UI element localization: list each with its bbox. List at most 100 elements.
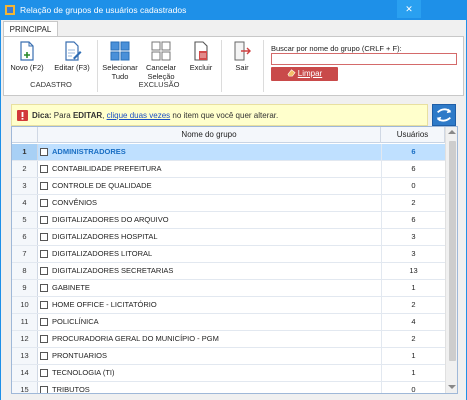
scroll-thumb[interactable]: [449, 141, 456, 361]
user-count: 0: [381, 178, 445, 194]
row-checkbox[interactable]: [40, 148, 48, 156]
delete-button-label: Excluir: [189, 63, 213, 72]
ribbon-separator: [263, 40, 264, 92]
user-count: 6: [381, 161, 445, 177]
table-header: Nome do grupo Usuários: [12, 127, 457, 143]
app-icon: [5, 5, 15, 15]
tab-principal[interactable]: PRINCIPAL: [3, 21, 58, 37]
tip-link[interactable]: clique duas vezes: [106, 111, 171, 120]
swap-arrows-icon: [436, 108, 452, 122]
table-row[interactable]: 4 CONVÊNIOS 2: [12, 195, 445, 212]
group-name: DIGITALIZADORES HOSPITAL: [52, 232, 158, 241]
cancel-selection-button[interactable]: Cancelar Seleção: [142, 41, 180, 81]
table-row[interactable]: 3 CONTROLE DE QUALIDADE 0: [12, 178, 445, 195]
tip-prefix: Dica:: [32, 111, 52, 120]
select-all-button[interactable]: Selecionar Tudo: [102, 41, 138, 81]
delete-button[interactable]: Excluir: [186, 41, 216, 72]
title-bar: Relação de grupos de usuários cadastrado…: [0, 0, 467, 20]
exit-button-label: Sair: [235, 63, 249, 72]
group-name: TECNOLOGIA (TI): [52, 368, 115, 377]
scroll-down-arrow[interactable]: [448, 385, 456, 389]
scroll-up-arrow[interactable]: [448, 130, 456, 134]
group-name: PRONTUARIOS: [52, 351, 108, 360]
edit-button[interactable]: Editar (F3): [52, 41, 92, 72]
ribbon-separator: [221, 40, 222, 92]
table-row[interactable]: 2 CONTABILIDADE PREFEITURA 6: [12, 161, 445, 178]
table-row[interactable]: 13 PRONTUARIOS 1: [12, 348, 445, 365]
row-checkbox[interactable]: [40, 199, 48, 207]
row-checkbox[interactable]: [40, 386, 48, 393]
user-count: 2: [381, 297, 445, 313]
group-label-cadastro: CADASTRO: [30, 80, 72, 89]
window-title: Relação de grupos de usuários cadastrado…: [20, 5, 187, 15]
exit-button[interactable]: Sair: [228, 41, 256, 72]
group-name: CONTROLE DE QUALIDADE: [52, 181, 152, 190]
column-header-name[interactable]: Nome do grupo: [38, 127, 381, 143]
row-number: 4: [12, 195, 38, 211]
clear-search-button[interactable]: Limpar: [271, 67, 338, 81]
row-checkbox[interactable]: [40, 250, 48, 258]
row-checkbox[interactable]: [40, 182, 48, 190]
delete-document-icon: [194, 41, 208, 61]
row-checkbox[interactable]: [40, 216, 48, 224]
new-button[interactable]: Novo (F2): [9, 41, 45, 72]
row-number: 14: [12, 365, 38, 381]
refresh-button[interactable]: [432, 104, 456, 126]
ribbon-separator: [97, 40, 98, 92]
tip-text-1: Para: [53, 111, 71, 120]
tip-bold-word: EDITAR: [72, 111, 103, 120]
row-checkbox[interactable]: [40, 165, 48, 173]
table-row[interactable]: 15 TRIBUTOS 0: [12, 382, 445, 394]
user-count: 2: [381, 331, 445, 347]
user-count: 3: [381, 229, 445, 245]
user-count: 0: [381, 382, 445, 393]
table-row[interactable]: 5 DIGITALIZADORES DO ARQUIVO 6: [12, 212, 445, 229]
user-count: 2: [381, 195, 445, 211]
group-name: TRIBUTOS: [52, 385, 90, 394]
table-row[interactable]: 10 HOME OFFICE - LICITATÓRIO 2: [12, 297, 445, 314]
row-checkbox[interactable]: [40, 284, 48, 292]
tip-text-2: no item que você quer alterar.: [172, 111, 279, 120]
group-name: HOME OFFICE - LICITATÓRIO: [52, 300, 157, 309]
search-label: Buscar por nome do grupo (CRLF + F):: [271, 44, 402, 53]
search-input[interactable]: [271, 53, 457, 65]
row-checkbox[interactable]: [40, 233, 48, 241]
user-count: 6: [381, 212, 445, 228]
group-name: DIGITALIZADORES SECRETARIAS: [52, 266, 174, 275]
vertical-scrollbar[interactable]: [445, 127, 457, 393]
user-count: 13: [381, 263, 445, 279]
user-count: 3: [381, 246, 445, 262]
row-checkbox[interactable]: [40, 267, 48, 275]
row-checkbox[interactable]: [40, 335, 48, 343]
table-row[interactable]: 1 ADMINISTRADORES 6: [12, 144, 445, 161]
group-name: DIGITALIZADORES DO ARQUIVO: [52, 215, 169, 224]
close-button[interactable]: ✕: [397, 0, 421, 18]
row-checkbox[interactable]: [40, 301, 48, 309]
user-count: 1: [381, 280, 445, 296]
group-name: CONVÊNIOS: [52, 198, 98, 207]
table-row[interactable]: 9 GABINETE 1: [12, 280, 445, 297]
table-row[interactable]: 8 DIGITALIZADORES SECRETARIAS 13: [12, 263, 445, 280]
table-row[interactable]: 6 DIGITALIZADORES HOSPITAL 3: [12, 229, 445, 246]
row-number: 1: [12, 144, 38, 160]
row-number: 3: [12, 178, 38, 194]
table-row[interactable]: 14 TECNOLOGIA (TI) 1: [12, 365, 445, 382]
row-checkbox[interactable]: [40, 318, 48, 326]
row-number: 11: [12, 314, 38, 330]
row-number: 5: [12, 212, 38, 228]
row-checkbox[interactable]: [40, 369, 48, 377]
table-row[interactable]: 7 DIGITALIZADORES LITORAL 3: [12, 246, 445, 263]
warning-icon: [17, 110, 28, 121]
row-number: 6: [12, 229, 38, 245]
user-count: 1: [381, 365, 445, 381]
cancel-selection-label-1: Cancelar: [145, 63, 176, 72]
tip-bar: Dica: Para EDITAR, clique duas vezes no …: [11, 104, 428, 126]
table-row[interactable]: 12 PROCURADORIA GERAL DO MUNICÍPIO - PGM 2: [12, 331, 445, 348]
table-row[interactable]: 11 POLICLÍNICA 4: [12, 314, 445, 331]
column-header-users[interactable]: Usuários: [381, 127, 445, 143]
edit-button-label: Editar (F3): [54, 63, 90, 72]
row-checkbox[interactable]: [40, 352, 48, 360]
ribbon-panel: [3, 36, 464, 96]
tip-text: Dica: Para EDITAR, clique duas vezes no …: [32, 111, 279, 120]
user-count: 1: [381, 348, 445, 364]
